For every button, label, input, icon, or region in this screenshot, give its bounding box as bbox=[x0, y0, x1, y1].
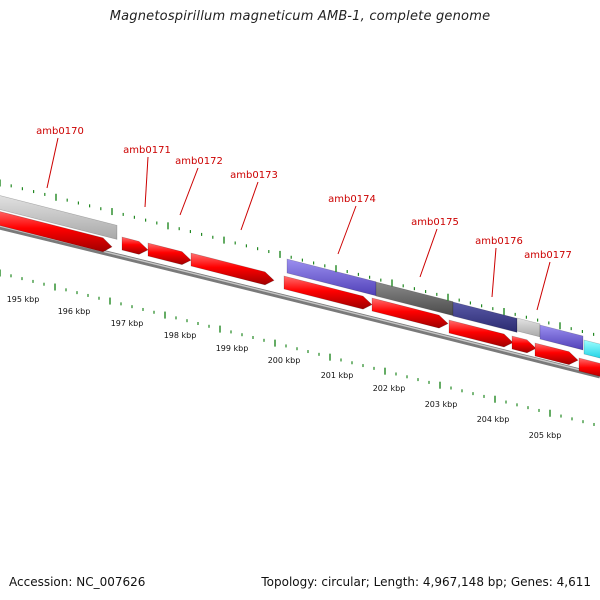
gene-arrow-amb0171[interactable] bbox=[121, 236, 149, 255]
gene-label-amb0176[interactable]: amb0176 bbox=[475, 236, 523, 247]
gene-label-amb0175[interactable]: amb0175 bbox=[411, 217, 459, 228]
leader-line-amb0174 bbox=[337, 205, 357, 255]
gene-arrow-amb0176[interactable] bbox=[448, 319, 514, 348]
gene-arrow-amb0170[interactable] bbox=[0, 209, 113, 253]
gene-arrow-amb0175[interactable] bbox=[371, 297, 449, 329]
scale-label-202-kbp: 202 kbp bbox=[373, 384, 406, 393]
leader-line-amb0175 bbox=[419, 228, 438, 278]
scale-label-203-kbp: 203 kbp bbox=[425, 400, 458, 409]
leader-line-amb0177 bbox=[536, 261, 551, 311]
scale-label-200-kbp: 200 kbp bbox=[268, 356, 301, 365]
scale-label-198-kbp: 198 kbp bbox=[164, 331, 197, 340]
genome-backbone bbox=[0, 224, 600, 379]
leader-line-amb0173 bbox=[240, 181, 259, 231]
genome-summary-text: Topology: circular; Length: 4,967,148 bp… bbox=[261, 575, 591, 589]
feature-blue-2[interactable] bbox=[539, 324, 584, 351]
leader-line-amb0176 bbox=[491, 247, 497, 298]
gene-arrow-9[interactable] bbox=[578, 357, 600, 379]
gene-arrow-amb0174[interactable] bbox=[283, 275, 373, 310]
scale-label-204-kbp: 204 kbp bbox=[477, 415, 510, 424]
scale-label-195-kbp: 195 kbp bbox=[7, 295, 40, 304]
feature-gray-amb0170[interactable] bbox=[0, 193, 118, 240]
feature-darkblue-amb0176[interactable] bbox=[452, 301, 518, 333]
gene-arrow-amb0172[interactable] bbox=[147, 242, 192, 265]
gene-label-amb0170[interactable]: amb0170 bbox=[36, 126, 84, 137]
feature-lightgray-amb0177[interactable] bbox=[516, 317, 541, 338]
leader-line-amb0170 bbox=[46, 137, 59, 189]
gene-label-amb0173[interactable]: amb0173 bbox=[230, 170, 278, 181]
accession-text: Accession: NC_007626 bbox=[9, 575, 146, 589]
gene-arrow-amb0177[interactable] bbox=[511, 335, 537, 354]
leader-line-amb0172 bbox=[179, 167, 199, 216]
gene-label-amb0171[interactable]: amb0171 bbox=[123, 145, 171, 156]
gene-arrow-8[interactable] bbox=[534, 342, 579, 365]
scale-label-199-kbp: 199 kbp bbox=[216, 344, 249, 353]
gene-label-amb0177[interactable]: amb0177 bbox=[524, 250, 572, 261]
leader-line-amb0171 bbox=[144, 156, 149, 208]
gene-arrow-amb0173[interactable] bbox=[190, 252, 275, 286]
map-title: Magnetospirillum magneticum AMB-1, compl… bbox=[109, 9, 491, 24]
feature-cyan[interactable] bbox=[583, 339, 600, 363]
gene-label-amb0174[interactable]: amb0174 bbox=[328, 194, 376, 205]
scale-label-205-kbp: 205 kbp bbox=[529, 431, 562, 440]
scale-label-201-kbp: 201 kbp bbox=[321, 371, 354, 380]
scale-label-196-kbp: 196 kbp bbox=[58, 307, 91, 316]
gene-label-amb0172[interactable]: amb0172 bbox=[175, 156, 223, 167]
scale-label-197-kbp: 197 kbp bbox=[111, 319, 144, 328]
